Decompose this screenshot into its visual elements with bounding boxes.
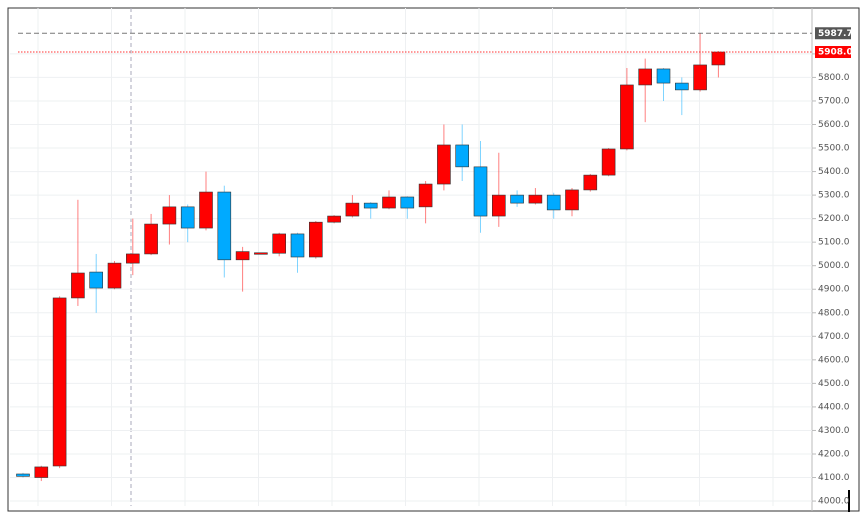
candle-body [254, 252, 268, 255]
candle-body [583, 174, 598, 191]
candle-body [308, 221, 323, 258]
price-label-bg [815, 27, 851, 40]
candle-body [546, 194, 561, 211]
price-label-bg [815, 46, 851, 59]
candle-body [528, 194, 543, 204]
candle-body [217, 191, 232, 261]
candle-body [455, 144, 470, 168]
candle-body [52, 297, 67, 467]
frame [7, 7, 860, 512]
y-tick-label: 4400.0 [818, 402, 850, 412]
candle-body [162, 206, 177, 225]
y-tick-label: 5200.0 [818, 214, 850, 224]
candle-body [510, 194, 524, 204]
candle-body [693, 64, 707, 91]
candle-body [400, 196, 415, 209]
y-tick-label: 5300.0 [818, 191, 850, 201]
y-tick-label: 5700.0 [818, 96, 850, 106]
candle-body [235, 251, 250, 261]
candle-body [180, 206, 195, 229]
candle-body [638, 68, 653, 86]
candle-body [89, 271, 103, 289]
candle-body [290, 233, 305, 258]
y-tick-label: 5600.0 [818, 120, 850, 130]
candle-body [107, 262, 122, 289]
candle-body [16, 473, 30, 477]
candle-body [418, 183, 433, 208]
y-tick-label: 4800.0 [818, 308, 850, 318]
candle-body [272, 233, 287, 254]
candle-body [71, 272, 85, 299]
candle-body [126, 253, 140, 264]
candle-body [656, 68, 671, 84]
candle-body [327, 215, 341, 223]
candle-body [144, 223, 158, 255]
y-tick-label: 4900.0 [818, 285, 850, 295]
y-tick-label: 4000.0 [818, 497, 850, 507]
candle-body [345, 202, 360, 217]
candle-body [620, 84, 634, 150]
candle-body [437, 144, 451, 185]
y-tick-label: 4200.0 [818, 449, 850, 459]
candle-body [473, 166, 488, 217]
y-tick-label: 4300.0 [818, 426, 850, 436]
y-tick-label: 5400.0 [818, 167, 850, 177]
y-tick-label: 5100.0 [818, 238, 850, 248]
candle-body [601, 148, 616, 176]
y-tick-label: 5500.0 [818, 144, 850, 154]
price-label: 5908.0 [818, 48, 853, 58]
candle-body [565, 189, 579, 211]
y-tick-label: 4500.0 [818, 379, 850, 389]
price-label: 5987.7 [818, 29, 853, 39]
y-tick-label: 5000.0 [818, 261, 850, 271]
y-tick-label: 4600.0 [818, 355, 850, 365]
candle-body [491, 194, 506, 217]
candle-body [199, 191, 213, 229]
candle-body [674, 82, 689, 91]
candle-body [711, 51, 726, 66]
candle-body [34, 466, 49, 478]
candle-body [382, 196, 396, 209]
candle-body [363, 202, 378, 209]
y-tick-label: 4700.0 [818, 332, 850, 342]
y-tick-label: 5800.0 [818, 73, 850, 83]
y-tick-label: 4100.0 [818, 473, 850, 483]
